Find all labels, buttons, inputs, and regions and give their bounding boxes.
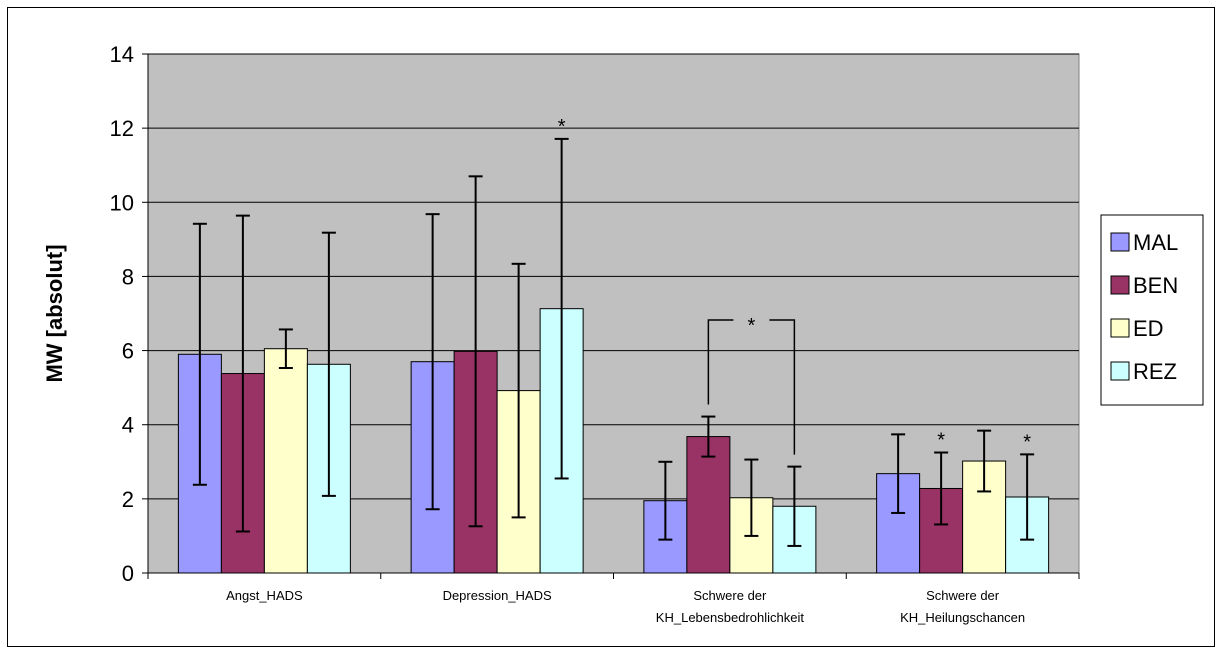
x-category-label: Schwere der — [693, 588, 767, 603]
x-category-label: Angst_HADS — [226, 588, 303, 603]
y-tick-label: 0 — [122, 561, 134, 586]
significance-marker: * — [937, 430, 945, 452]
y-tick-label: 12 — [110, 116, 134, 141]
x-category-label: KH_Lebensbedrohlichkeit — [656, 610, 805, 625]
legend-swatch-mal — [1110, 232, 1130, 252]
legend-swatch-rez — [1110, 361, 1130, 381]
y-tick-label: 6 — [122, 339, 134, 364]
y-tick-label: 8 — [122, 264, 134, 289]
legend-label: BEN — [1133, 273, 1178, 298]
significance-marker: * — [1023, 431, 1031, 453]
significance-bracket-right — [769, 319, 796, 455]
y-tick-label: 2 — [122, 487, 134, 512]
significance-marker: * — [747, 315, 755, 337]
bar-ed — [263, 348, 308, 574]
x-category-label: Schwere der — [926, 588, 1000, 603]
significance-marker: * — [558, 116, 566, 138]
bar-ben — [686, 436, 731, 574]
y-tick-label: 10 — [110, 190, 134, 215]
significance-bracket-left — [707, 319, 734, 405]
legend-label: REZ — [1133, 359, 1177, 384]
y-tick-label: 14 — [110, 42, 134, 67]
x-category-label: Depression_HADS — [443, 588, 552, 603]
y-tick-label: 4 — [122, 413, 134, 438]
y-axis-title: MW [absolut] — [42, 244, 67, 382]
legend-swatch-ed — [1110, 318, 1130, 338]
legend-label: MAL — [1133, 230, 1178, 255]
legend-swatch-ben — [1110, 275, 1130, 295]
legend-label: ED — [1133, 316, 1164, 341]
x-category-label: KH_Heilungschancen — [900, 610, 1025, 625]
